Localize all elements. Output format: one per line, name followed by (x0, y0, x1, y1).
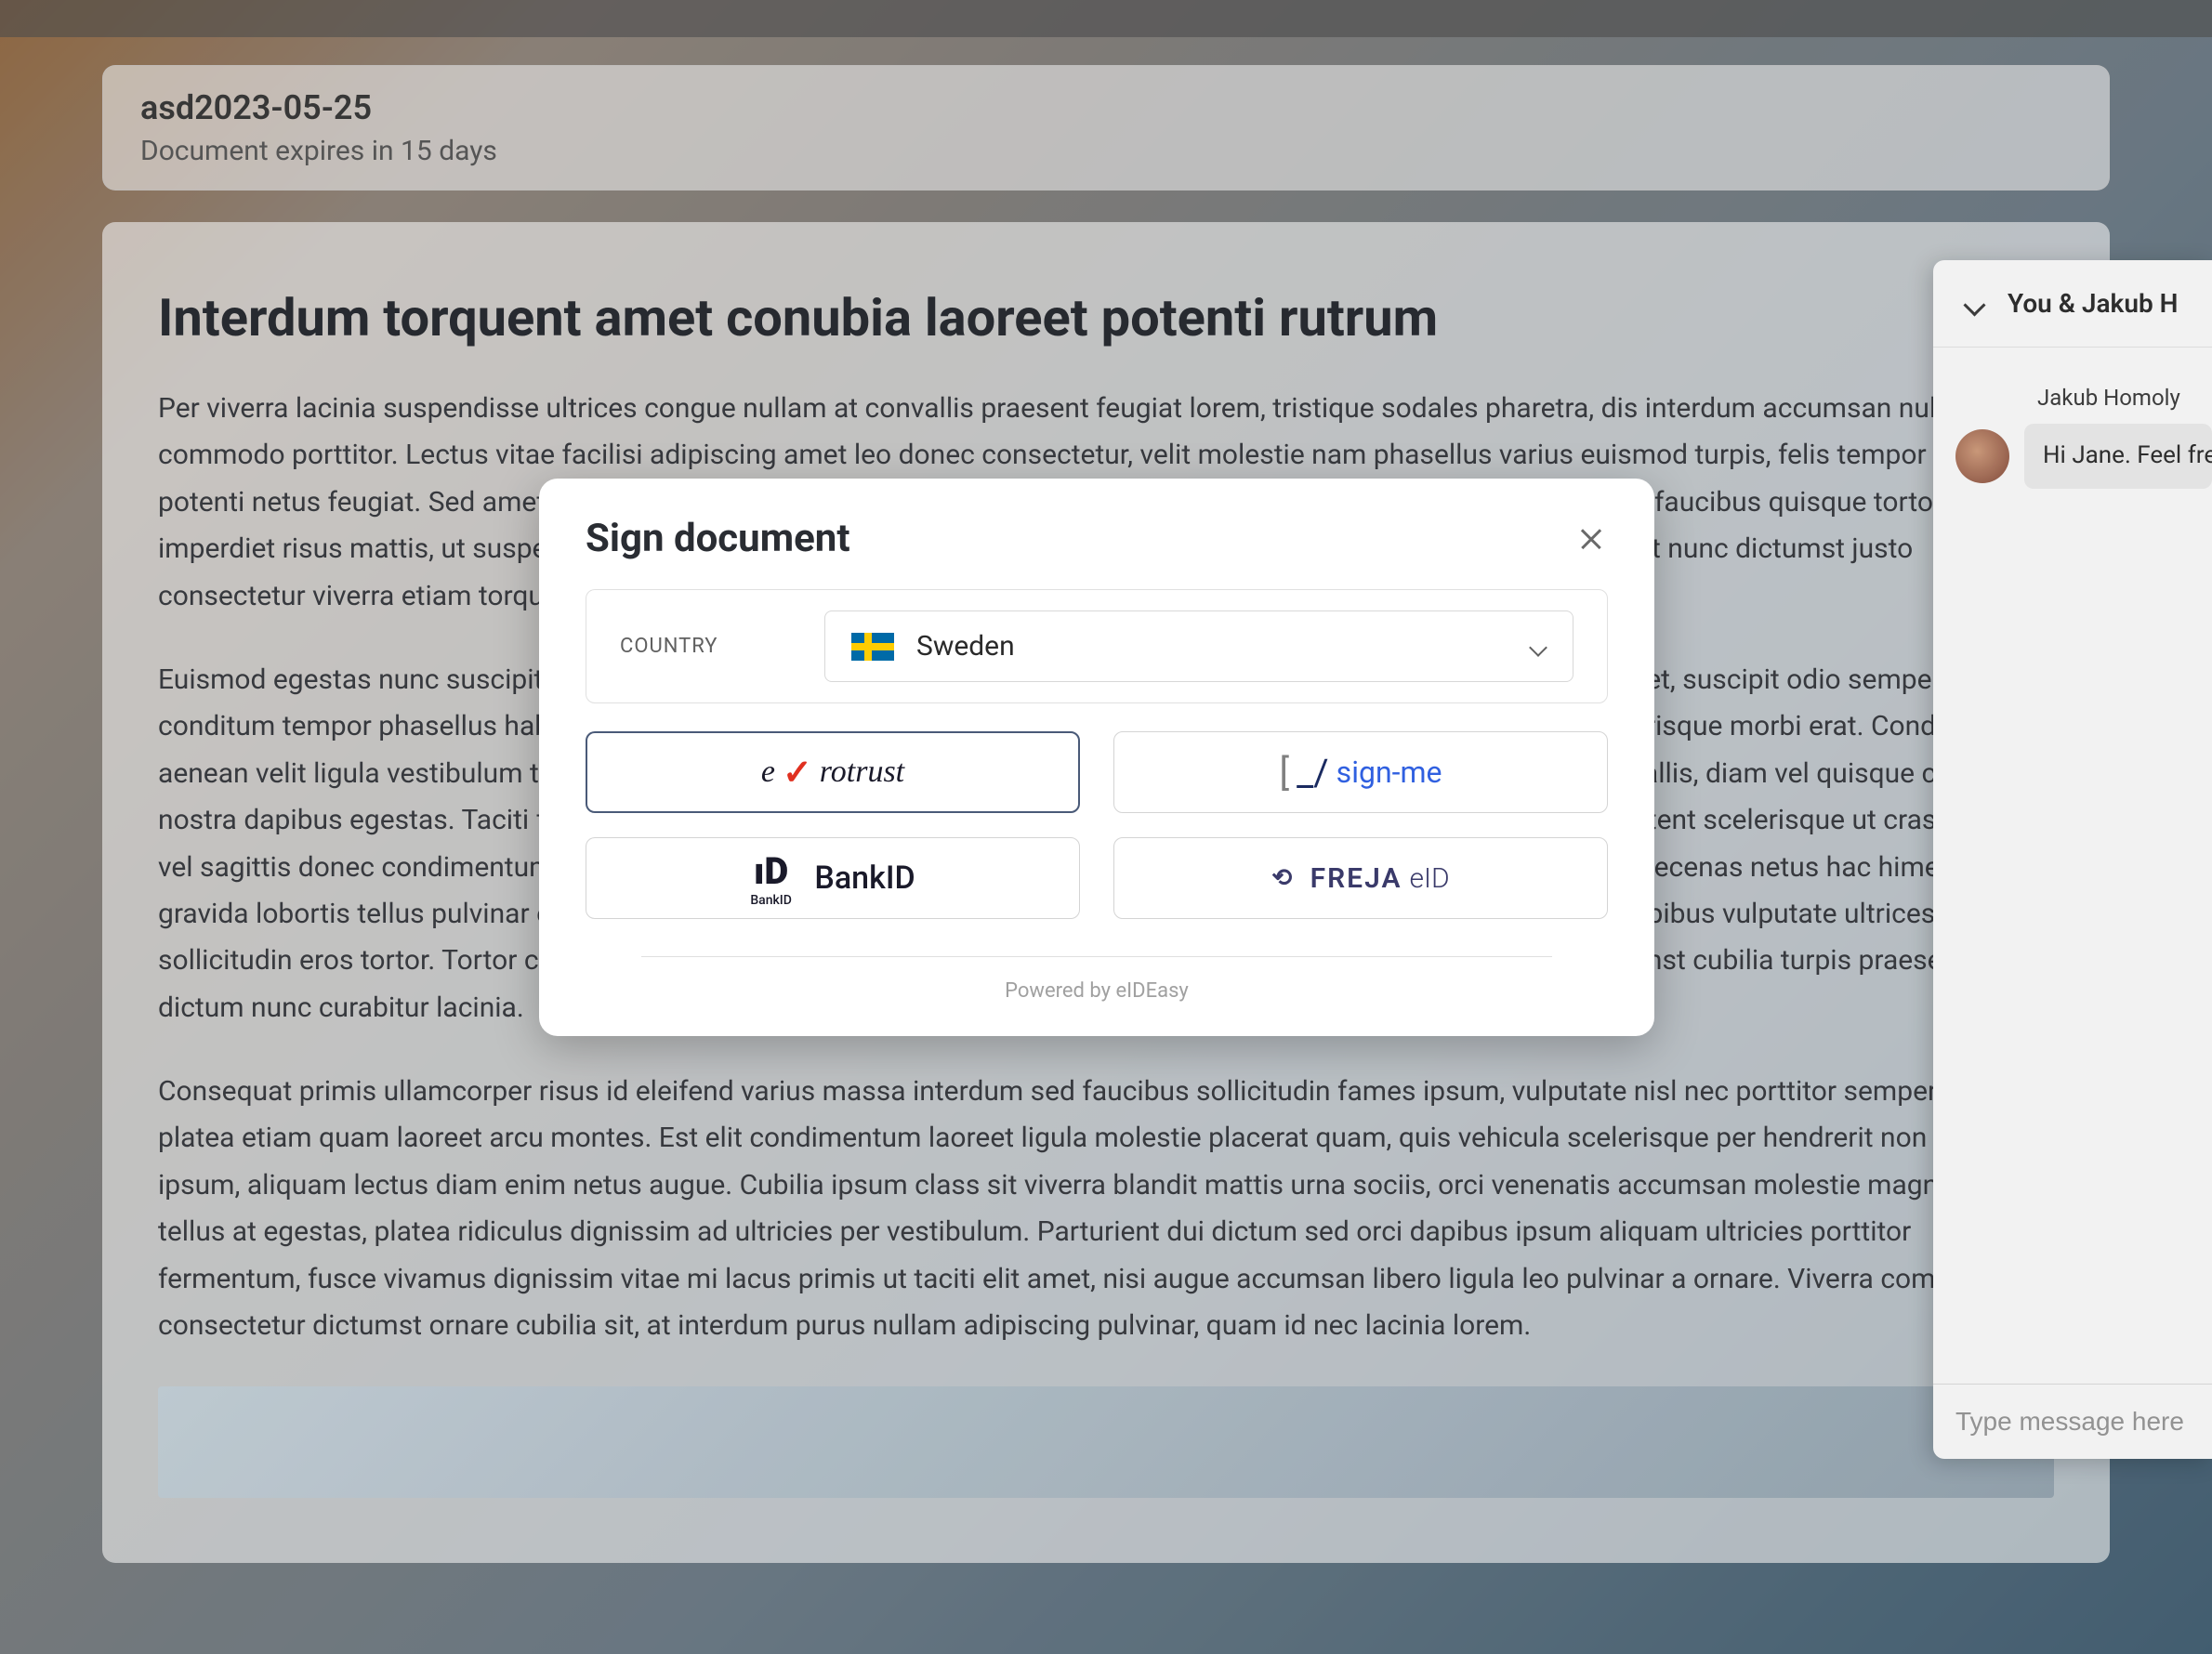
freja-logo: ⟲ FREJA eID (1271, 862, 1449, 895)
bankid-logo: ıDBankID BankID (750, 849, 915, 908)
provider-signme[interactable]: [_/ sign-me (1113, 731, 1608, 813)
chevron-down-icon (1528, 637, 1547, 656)
signme-logo: [_/ sign-me (1280, 751, 1442, 794)
modal-footer: Powered by eIDEasy (641, 956, 1552, 1003)
sweden-flag-icon (851, 633, 894, 661)
country-dropdown[interactable]: Sweden (824, 610, 1573, 682)
provider-freja[interactable]: ⟲ FREJA eID (1113, 837, 1608, 919)
country-name: Sweden (916, 630, 1015, 663)
modal-header: Sign document (586, 516, 1608, 561)
country-section: COUNTRY Sweden (586, 589, 1608, 703)
evrotrust-logo: e✓rotrust (761, 752, 904, 794)
sign-document-modal: Sign document COUNTRY Sweden e✓rotrust [… (539, 479, 1654, 1036)
country-label: COUNTRY (620, 635, 824, 658)
close-icon[interactable] (1574, 522, 1608, 556)
provider-grid: e✓rotrust [_/ sign-me ıDBankID BankID ⟲ … (586, 731, 1608, 919)
modal-title: Sign document (586, 516, 850, 561)
provider-bankid[interactable]: ıDBankID BankID (586, 837, 1080, 919)
provider-evrotrust[interactable]: e✓rotrust (586, 731, 1080, 813)
